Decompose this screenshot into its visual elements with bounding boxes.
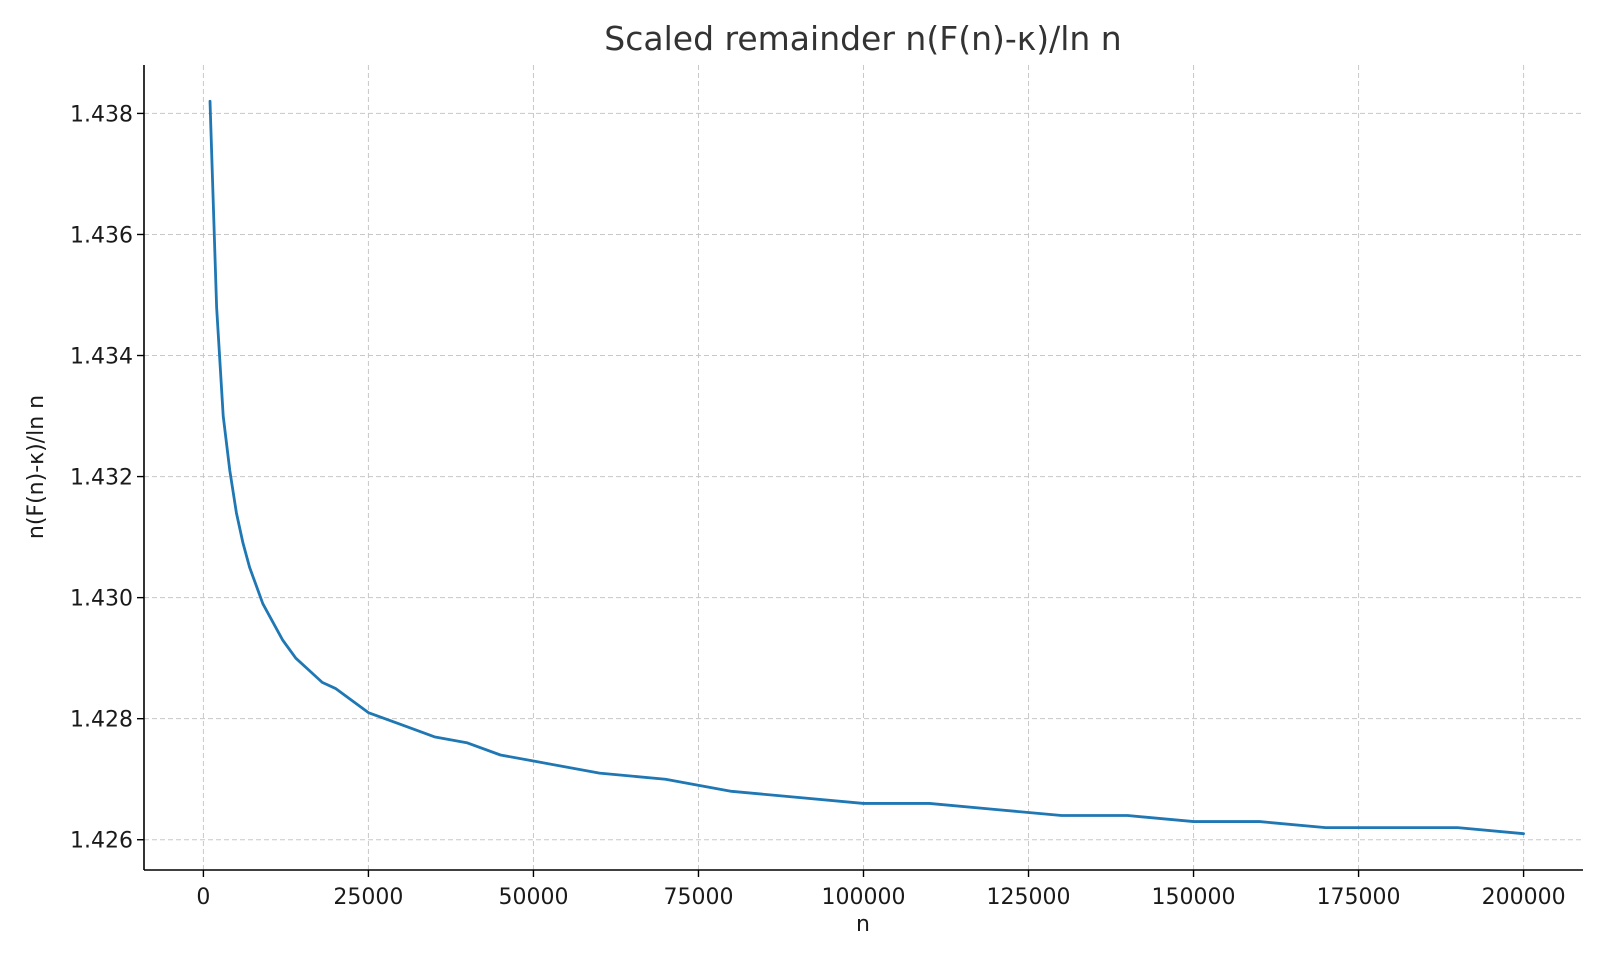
chart-title: Scaled remainder n(F(n)-κ)/ln n [604, 19, 1121, 58]
y-tick-label: 1.434 [70, 345, 133, 370]
x-tick-label: 150000 [1152, 885, 1236, 910]
y-tick-label: 1.426 [70, 829, 133, 854]
x-tick-label: 0 [196, 885, 210, 910]
x-tick-label: 25000 [333, 885, 403, 910]
x-tick-label: 50000 [498, 885, 568, 910]
series-line-0 [208, 99, 1525, 836]
y-tick-label: 1.430 [70, 587, 133, 612]
x-axis-title: n [856, 912, 870, 937]
series-layer [208, 99, 1525, 836]
x-tick-label: 200000 [1482, 885, 1566, 910]
y-ticks: 1.426 1.428 1.430 1.432 1.434 1.436 1.438 [70, 102, 144, 854]
y-tick-label: 1.432 [70, 466, 133, 491]
y-tick-label: 1.428 [70, 708, 133, 733]
y-tick-label: 1.436 [70, 223, 133, 248]
y-tick-label: 1.438 [70, 102, 133, 127]
x-tick-label: 75000 [663, 885, 733, 910]
x-tick-label: 125000 [987, 885, 1071, 910]
grid [144, 65, 1583, 870]
x-tick-label: 100000 [822, 885, 906, 910]
x-tick-label: 175000 [1317, 885, 1401, 910]
y-axis-title: n(F(n)-κ)/ln n [24, 395, 49, 539]
x-ticks: 0 25000 50000 75000 100000 125000 150000 175000… [196, 870, 1566, 910]
